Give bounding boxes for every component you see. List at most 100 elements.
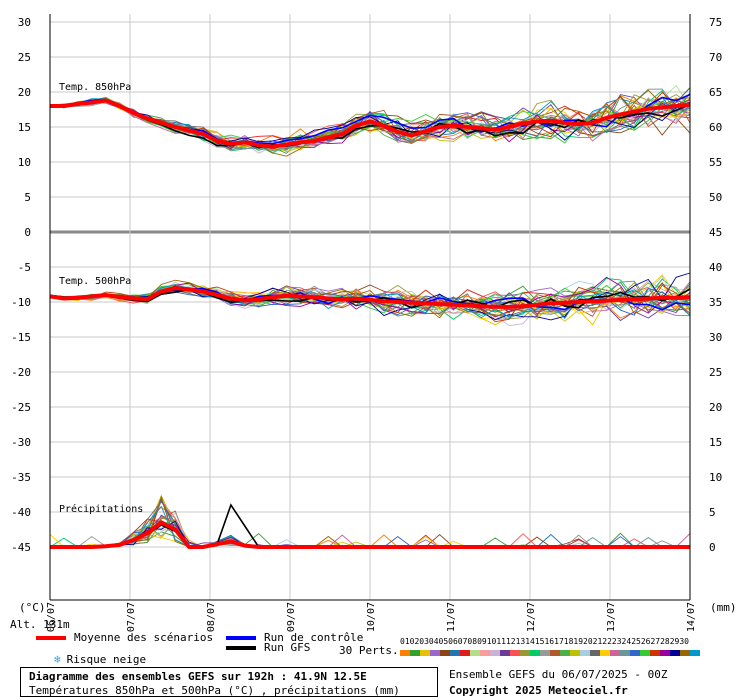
pert-numbers: 0102030405060708091011121314151617181920… (400, 637, 689, 646)
legend-snow-label: Risque neige (66, 653, 147, 666)
legend-mean: Moyenne des scénarios (36, 631, 213, 644)
left-tick-label: 25 (18, 51, 31, 64)
pert-color-swatch (440, 650, 450, 656)
pert-color-swatch (410, 650, 420, 656)
pert-color-swatch (510, 650, 520, 656)
chart-subtitle: Températures 850hPa et 500hPa (°C) , pré… (29, 684, 400, 697)
left-unit-label: (°C) (19, 601, 46, 614)
pert-color-swatch (670, 650, 680, 656)
legend-gfs: Run GFS (226, 641, 310, 654)
left-tick-label: -25 (11, 401, 31, 414)
legend-snow: ❄ Risque neige (54, 653, 146, 666)
run-info: Ensemble GEFS du 06/07/2025 - 00Z (449, 668, 668, 681)
member-line (49, 91, 691, 150)
pert-color-swatch (640, 650, 650, 656)
pert-color-swatch (400, 650, 410, 656)
altitude-label: Alt. 131m (10, 618, 70, 631)
x-tick-label: 08/07 (206, 602, 217, 632)
pert-color-swatch (420, 650, 430, 656)
pert-color-swatch (660, 650, 670, 656)
legend-gfs-label: Run GFS (264, 641, 311, 654)
pert-color-swatch (460, 650, 470, 656)
right-tick-label: 50 (709, 191, 722, 204)
x-tick-label: 06/07 (46, 602, 57, 632)
x-tick-label: 11/07 (446, 602, 457, 632)
right-tick-label: 25 (709, 366, 722, 379)
mean-line (50, 520, 690, 549)
pert-color-swatch (610, 650, 620, 656)
pert-color-swatch (530, 650, 540, 656)
left-tick-label: -5 (18, 261, 31, 274)
pert-color-swatch (500, 650, 510, 656)
left-tick-label: 15 (18, 121, 31, 134)
pert-color-swatch (690, 650, 700, 656)
right-tick-label: 15 (709, 436, 722, 449)
legend-control-label: Run de contrôle (264, 631, 364, 644)
pert-color-swatch (480, 650, 490, 656)
x-tick-label: 14/07 (686, 602, 697, 632)
left-tick-label: 0 (24, 226, 31, 239)
left-tick-label: 30 (18, 16, 31, 29)
pert-color-swatch (490, 650, 500, 656)
x-tick-label: 07/07 (126, 602, 137, 632)
x-tick-label: 09/07 (286, 602, 297, 632)
left-tick-label: -10 (11, 296, 31, 309)
control-swatch (226, 636, 256, 640)
pert-color-swatch (520, 650, 530, 656)
left-tick-label: 5 (24, 191, 31, 204)
right-tick-label: 70 (709, 51, 722, 64)
mean-swatch (36, 636, 66, 640)
pert-color-swatch (570, 650, 580, 656)
x-tick-label: 12/07 (526, 602, 537, 632)
mean-line (49, 285, 691, 309)
right-unit-label: (mm) (710, 601, 737, 614)
pert-color-swatch (450, 650, 460, 656)
right-tick-label: 75 (709, 16, 722, 29)
panel-label: Temp. 500hPa (59, 276, 131, 287)
left-tick-label: -20 (11, 366, 31, 379)
left-tick-label: -40 (11, 506, 31, 519)
right-tick-label: 20 (709, 401, 722, 414)
x-tick-label: 10/07 (366, 602, 377, 632)
left-tick-label: 20 (18, 86, 31, 99)
copyright: Copyright 2025 Meteociel.fr (449, 684, 628, 697)
pert-color-swatch (430, 650, 440, 656)
right-tick-label: 0 (709, 541, 716, 554)
right-tick-label: 65 (709, 86, 722, 99)
perts-label: 30 Perts. (339, 644, 399, 657)
left-tick-label: -35 (11, 471, 31, 484)
left-tick-label: -45 (11, 541, 31, 554)
x-tick-label: 13/07 (606, 602, 617, 632)
right-tick-label: 35 (709, 296, 722, 309)
right-tick-label: 55 (709, 156, 722, 169)
panel-label: Temp. 850hPa (59, 82, 131, 93)
pert-color-swatch (620, 650, 630, 656)
pert-color-strip (400, 650, 700, 656)
right-tick-label: 10 (709, 471, 722, 484)
pert-color-swatch (540, 650, 550, 656)
right-tick-label: 40 (709, 261, 722, 274)
pert-color-swatch (470, 650, 480, 656)
right-tick-label: 60 (709, 121, 722, 134)
chart-grid (49, 14, 691, 600)
member-line (49, 279, 691, 319)
legend-mean-label: Moyenne des scénarios (74, 631, 214, 644)
pert-color-swatch (630, 650, 640, 656)
right-tick-label: 5 (709, 506, 716, 519)
left-tick-label: 10 (18, 156, 31, 169)
pert-color-swatch (590, 650, 600, 656)
pert-color-swatch (580, 650, 590, 656)
chart-title: Diagramme des ensembles GEFS sur 192h : … (29, 670, 367, 683)
pert-color-swatch (560, 650, 570, 656)
pert-color-swatch (600, 650, 610, 656)
panel-label: Précipitations (59, 503, 143, 515)
pert-color-swatch (680, 650, 690, 656)
chart-axes: 302520151050-5-10-15-20-25-30-35-40-4575… (11, 14, 722, 632)
legend-control: Run de contrôle (226, 631, 363, 644)
mean-lines (49, 98, 691, 549)
right-tick-label: 30 (709, 331, 722, 344)
pert-color-swatch (650, 650, 660, 656)
right-tick-label: 45 (709, 226, 722, 239)
snowflake-icon: ❄ (54, 653, 61, 666)
